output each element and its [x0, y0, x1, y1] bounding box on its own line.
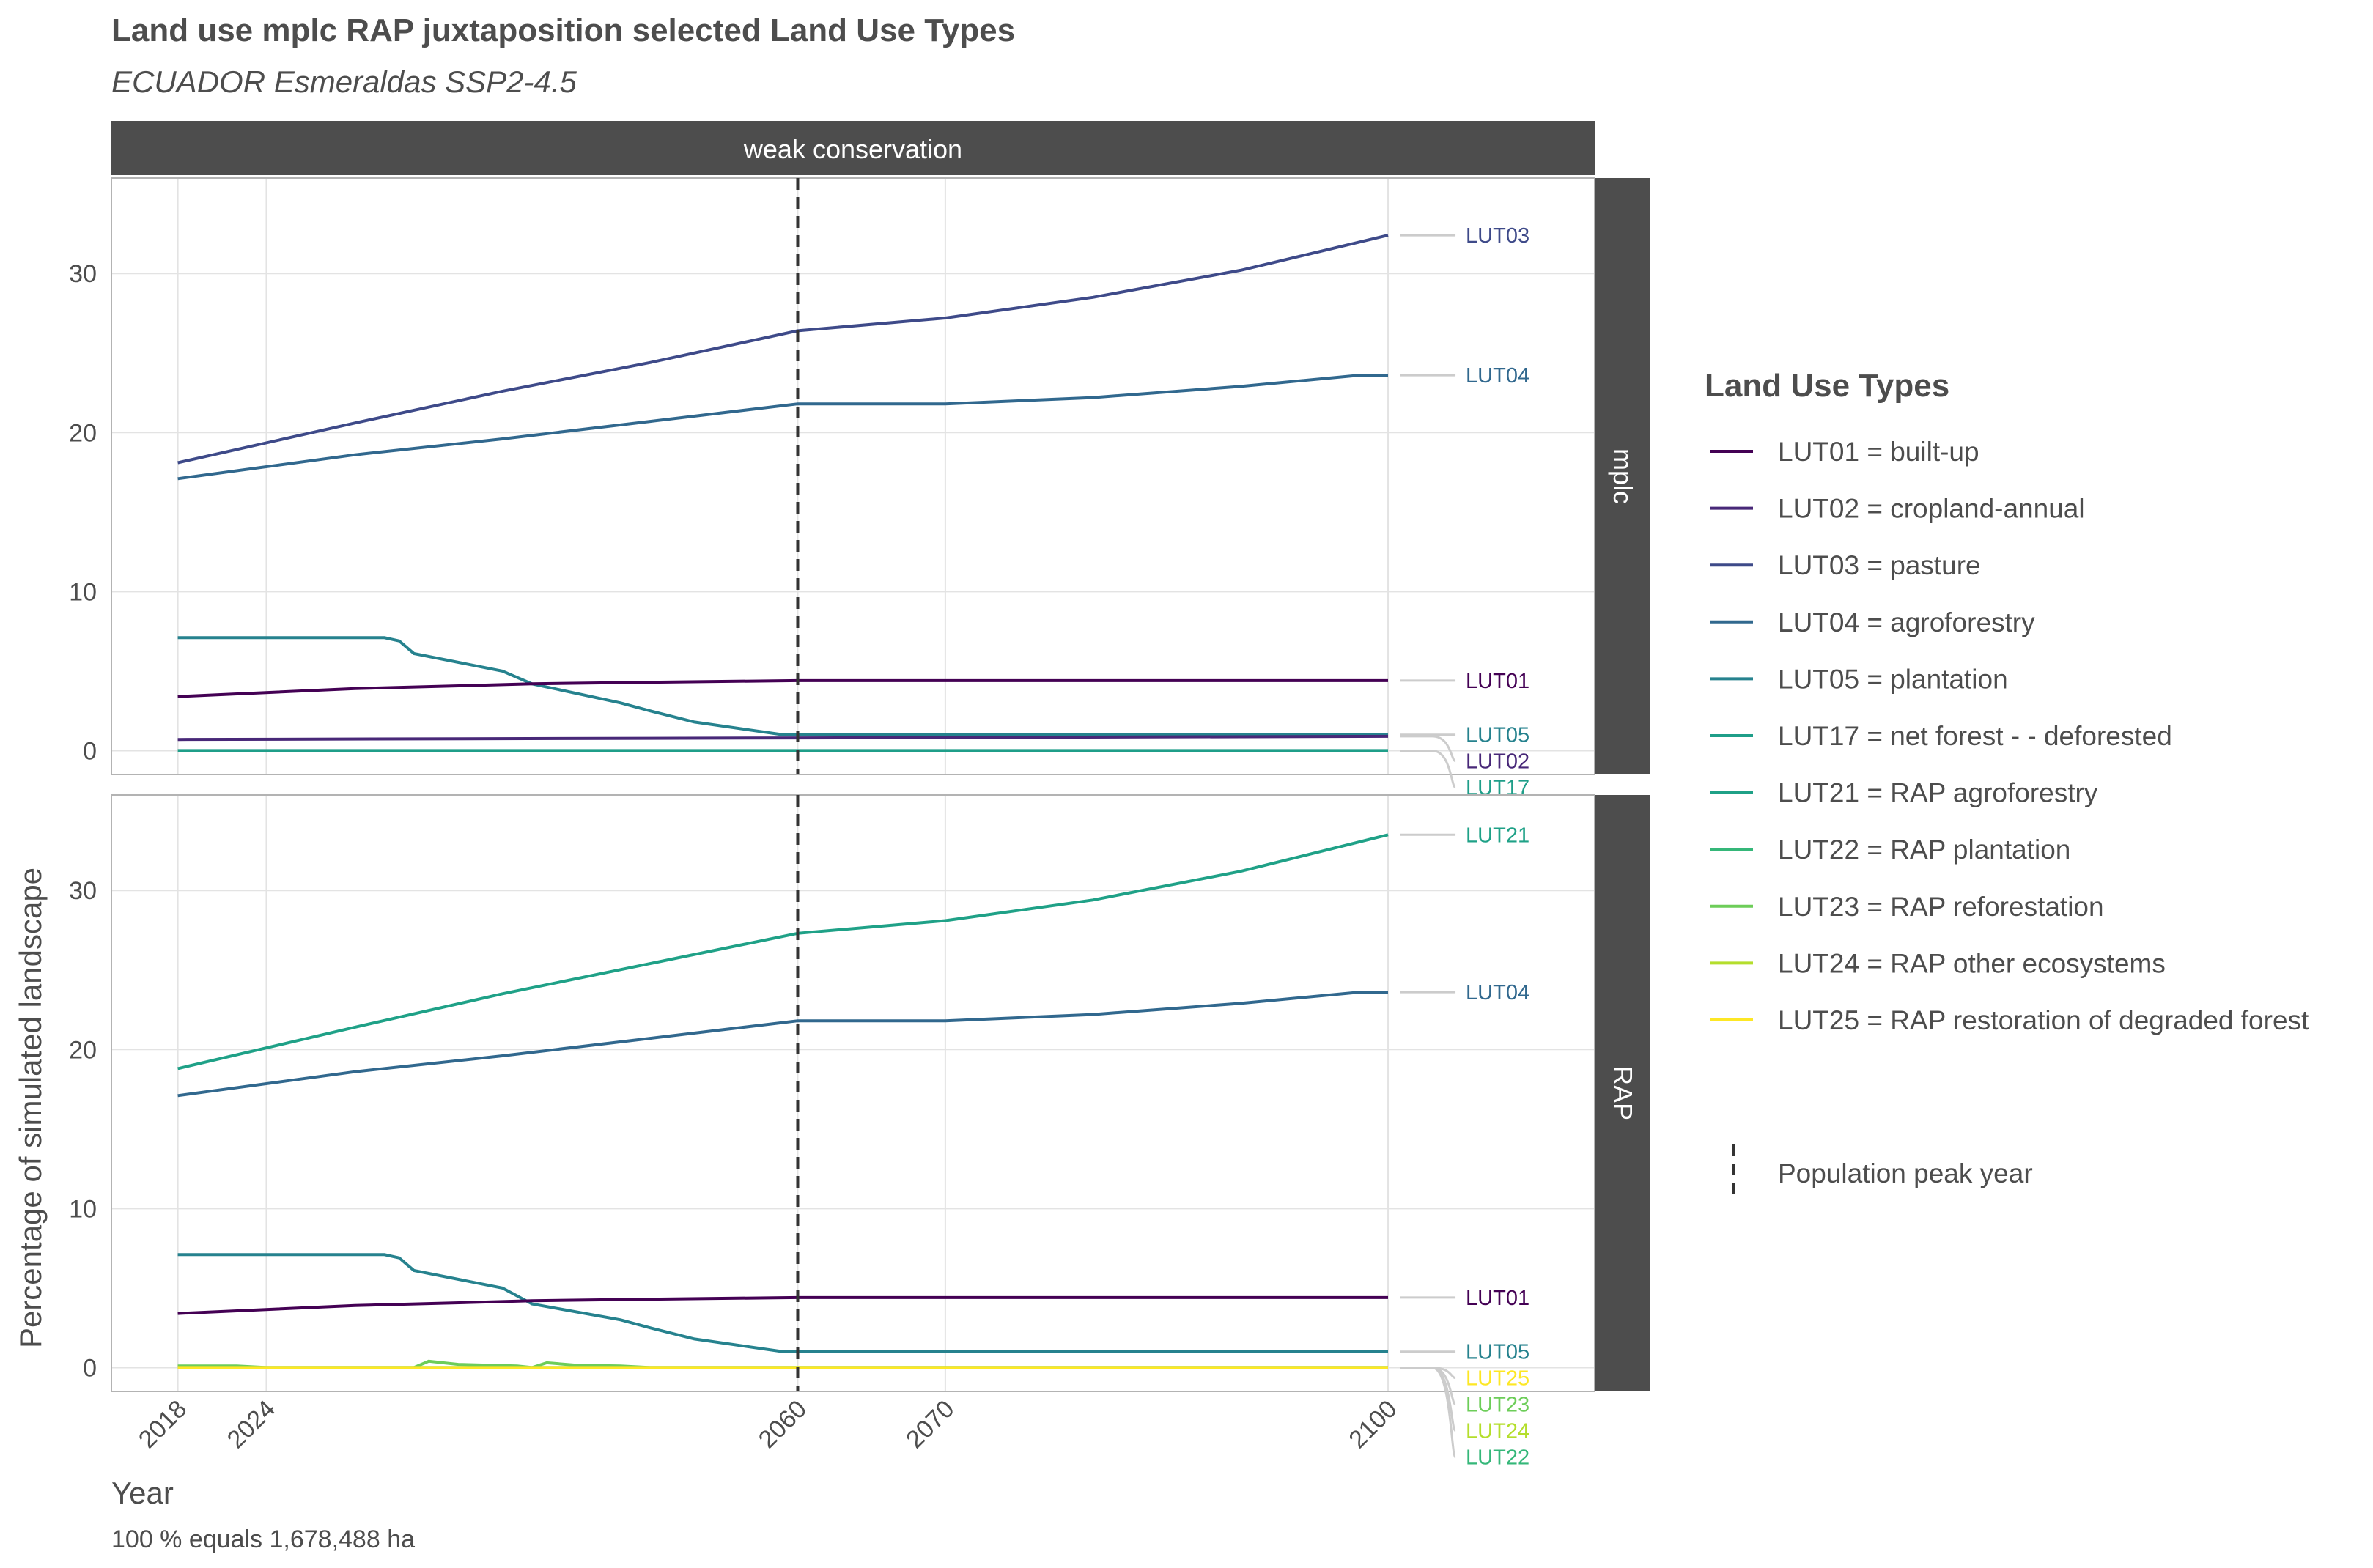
- facet-strip-label-rap: RAP: [1608, 1066, 1638, 1120]
- legend-title: Land Use Types: [1705, 368, 1949, 404]
- end-label-lut04: LUT04: [1466, 981, 1529, 1005]
- panel-border: [111, 177, 1595, 775]
- series-line-lut02: [177, 734, 1389, 742]
- legend-item-lut04: LUT04 = agroforestry: [1778, 607, 2035, 637]
- series-line-lut05: [177, 636, 1388, 736]
- chart-title: Land use mplc RAP juxtaposition selected…: [111, 12, 1015, 48]
- end-label-connector: [1400, 735, 1456, 763]
- series-line-lut05: [177, 1253, 1388, 1353]
- legend-item-lut17: LUT17 = net forest - - deforested: [1778, 721, 2172, 751]
- end-label-connector: [1400, 1366, 1456, 1380]
- x-tick-label: 2060: [753, 1395, 812, 1454]
- end-label-lut01: LUT01: [1466, 670, 1529, 693]
- facet-strip-label-mplc: mplc: [1608, 448, 1638, 504]
- facet-strip-label: weak conservation: [743, 134, 962, 164]
- legend-item-lut21: LUT21 = RAP agroforestry: [1778, 778, 2098, 808]
- legend: Land Use Types LUT01 = built-up LUT02 = c…: [1705, 368, 2309, 1202]
- chart-caption: 100 % equals 1,678,488 ha: [111, 1526, 415, 1553]
- end-label-lut22: LUT22: [1466, 1446, 1529, 1470]
- y-tick-label: 0: [83, 737, 97, 765]
- series-line-lut21: [177, 833, 1389, 1070]
- facet-strip-top: [111, 121, 1595, 175]
- end-label-lut01: LUT01: [1466, 1287, 1529, 1310]
- legend-item-lut23: LUT23 = RAP reforestation: [1778, 892, 2104, 922]
- end-label-lut25: LUT25: [1466, 1367, 1529, 1391]
- x-tick-label: 2024: [222, 1395, 281, 1454]
- y-tick-label: 30: [69, 877, 97, 905]
- x-tick-label: 2018: [133, 1395, 192, 1454]
- end-label-connector: [1400, 1366, 1457, 1459]
- legend-item-lut03: LUT03 = pasture: [1778, 550, 1981, 580]
- y-tick-label: 0: [83, 1354, 97, 1382]
- legend-item-lut01: LUT01 = built-up: [1778, 437, 1979, 467]
- panels-layer: weak conservation 0 10 20 30 LUT03 LUT04 LUT01 L…: [69, 121, 1650, 1470]
- end-label-connector: [1400, 749, 1457, 789]
- series-line-lut04: [177, 991, 1388, 1098]
- end-label-lut04: LUT04: [1466, 364, 1529, 388]
- y-tick-label: 30: [69, 260, 97, 288]
- end-label-lut23: LUT23: [1466, 1394, 1529, 1417]
- end-label-lut05: LUT05: [1466, 1341, 1529, 1364]
- y-tick-label: 20: [69, 419, 97, 447]
- panel-border: [111, 794, 1595, 1392]
- facet-strip-right: [1595, 795, 1650, 1391]
- x-axis-title: Year: [111, 1476, 174, 1510]
- series-line-lut01: [177, 1295, 1388, 1315]
- end-label-lut02: LUT02: [1466, 750, 1529, 774]
- end-label-lut21: LUT21: [1466, 824, 1529, 847]
- panel-RAP: 0 10 20 30 LUT21 LUT04 LUT01 LUT05 LUT25 LUT23 LUT…: [69, 794, 1650, 1470]
- facet-strip-right: [1595, 178, 1650, 774]
- series-line-lut01: [177, 678, 1388, 698]
- end-label-lut05: LUT05: [1466, 724, 1529, 747]
- legend-item-population-peak: Population peak year: [1778, 1158, 2033, 1188]
- panel-mplc: 0 10 20 30 LUT03 LUT04 LUT01 LUT05 LUT02 LUT17 mpl…: [69, 177, 1650, 800]
- y-tick-label: 10: [69, 578, 97, 606]
- y-tick-label: 10: [69, 1195, 97, 1223]
- legend-item-lut25: LUT25 = RAP restoration of degraded fore…: [1778, 1005, 2309, 1035]
- end-label-lut17: LUT17: [1466, 777, 1529, 800]
- y-axis-title: Percentage of simulated landscape: [13, 868, 48, 1348]
- legend-item-lut22: LUT22 = RAP plantation: [1778, 835, 2070, 865]
- end-label-lut24: LUT24: [1466, 1420, 1529, 1443]
- y-tick-label: 20: [69, 1036, 97, 1064]
- legend-item-lut24: LUT24 = RAP other ecosystems: [1778, 948, 2166, 978]
- end-label-lut03: LUT03: [1466, 224, 1529, 248]
- x-tick-label: 2100: [1343, 1395, 1402, 1454]
- legend-item-lut02: LUT02 = cropland-annual: [1778, 494, 2085, 524]
- series-line-lut04: [177, 374, 1388, 481]
- series-line-lut03: [177, 234, 1389, 465]
- legend-item-lut05: LUT05 = plantation: [1778, 664, 2008, 694]
- chart-subtitle: ECUADOR Esmeraldas SSP2-4.5: [111, 64, 577, 99]
- x-tick-label: 2070: [901, 1395, 959, 1454]
